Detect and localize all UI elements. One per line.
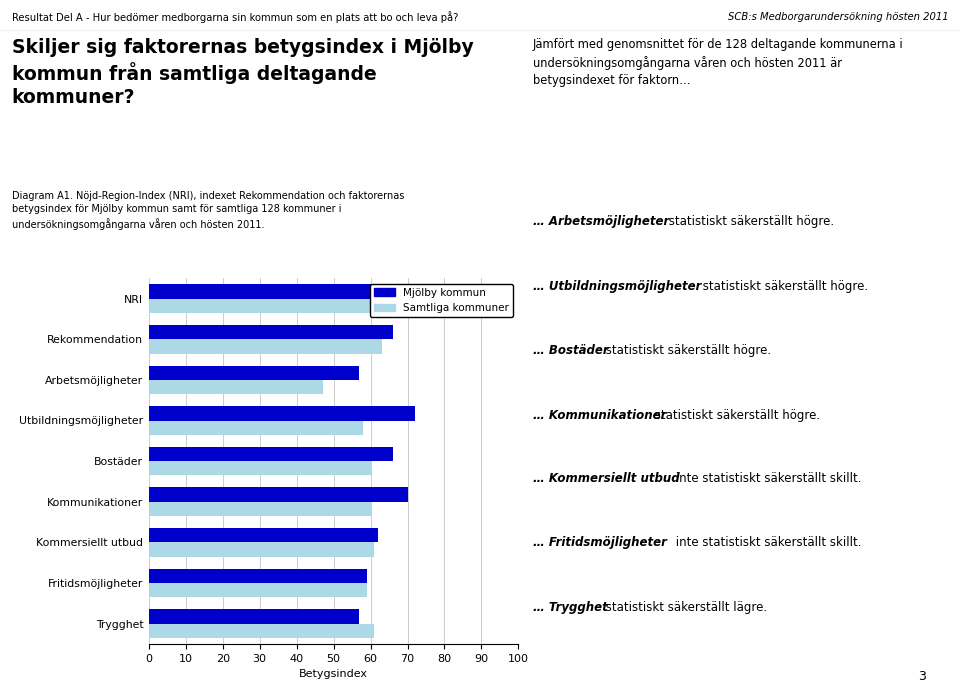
Text: inte statistiskt säkerställt skillt.: inte statistiskt säkerställt skillt. xyxy=(672,536,861,549)
Bar xyxy=(149,528,378,542)
Text: … Bostäder: … Bostäder xyxy=(533,345,609,357)
Bar xyxy=(149,325,393,340)
Bar xyxy=(149,447,393,461)
Text: … Utbildningsmöjligheter: … Utbildningsmöjligheter xyxy=(533,280,701,292)
Bar xyxy=(149,609,359,624)
Bar xyxy=(149,583,367,597)
Text: Jämfört med genomsnittet för de 128 deltagande kommunerna i
undersökningsomgånga: Jämfört med genomsnittet för de 128 delt… xyxy=(533,38,903,86)
Bar xyxy=(149,340,382,354)
Text: inte statistiskt säkerställt skillt.: inte statistiskt säkerställt skillt. xyxy=(672,472,861,484)
Bar xyxy=(149,299,371,313)
Text: Skiljer sig faktorernas betygsindex i Mjölby
kommun från samtliga deltagande
kom: Skiljer sig faktorernas betygsindex i Mj… xyxy=(12,38,473,106)
Bar xyxy=(149,406,415,420)
Text: 3: 3 xyxy=(919,670,926,683)
Text: … Trygghet: … Trygghet xyxy=(533,601,608,614)
Bar xyxy=(149,502,371,516)
Text: … Arbetsmöjligheter: … Arbetsmöjligheter xyxy=(533,215,669,228)
Text: Diagram A1. Nöjd-Region-Index (NRI), indexet Rekommendation och faktorernas
bety: Diagram A1. Nöjd-Region-Index (NRI), ind… xyxy=(12,191,404,230)
Bar xyxy=(149,285,378,299)
Bar xyxy=(149,461,371,475)
X-axis label: Betygsindex: Betygsindex xyxy=(300,669,368,679)
Text: statistiskt säkerställt högre.: statistiskt säkerställt högre. xyxy=(664,215,834,228)
Bar xyxy=(149,487,408,502)
Text: … Fritidsmöjligheter: … Fritidsmöjligheter xyxy=(533,536,666,549)
Bar xyxy=(149,569,367,583)
Text: … Kommersiellt utbud: … Kommersiellt utbud xyxy=(533,472,680,484)
Bar xyxy=(149,380,323,394)
Legend: Mjölby kommun, Samtliga kommuner: Mjölby kommun, Samtliga kommuner xyxy=(370,283,514,317)
Text: statistiskt säkerställt lägre.: statistiskt säkerställt lägre. xyxy=(602,601,767,614)
Bar xyxy=(149,365,359,380)
Bar xyxy=(149,542,374,557)
Bar xyxy=(149,420,363,435)
Text: … Kommunikationer: … Kommunikationer xyxy=(533,409,666,422)
Text: SCB:s Medborgarundersökning hösten 2011: SCB:s Medborgarundersökning hösten 2011 xyxy=(728,13,948,22)
Bar xyxy=(149,624,374,638)
Text: statistiskt säkerställt högre.: statistiskt säkerställt högre. xyxy=(602,345,772,357)
Text: statistiskt säkerställt högre.: statistiskt säkerställt högre. xyxy=(651,409,820,422)
Text: Resultat Del A - Hur bedömer medborgarna sin kommun som en plats att bo och leva: Resultat Del A - Hur bedömer medborgarna… xyxy=(12,11,458,23)
Text: statistiskt säkerställt högre.: statistiskt säkerställt högre. xyxy=(700,280,869,292)
